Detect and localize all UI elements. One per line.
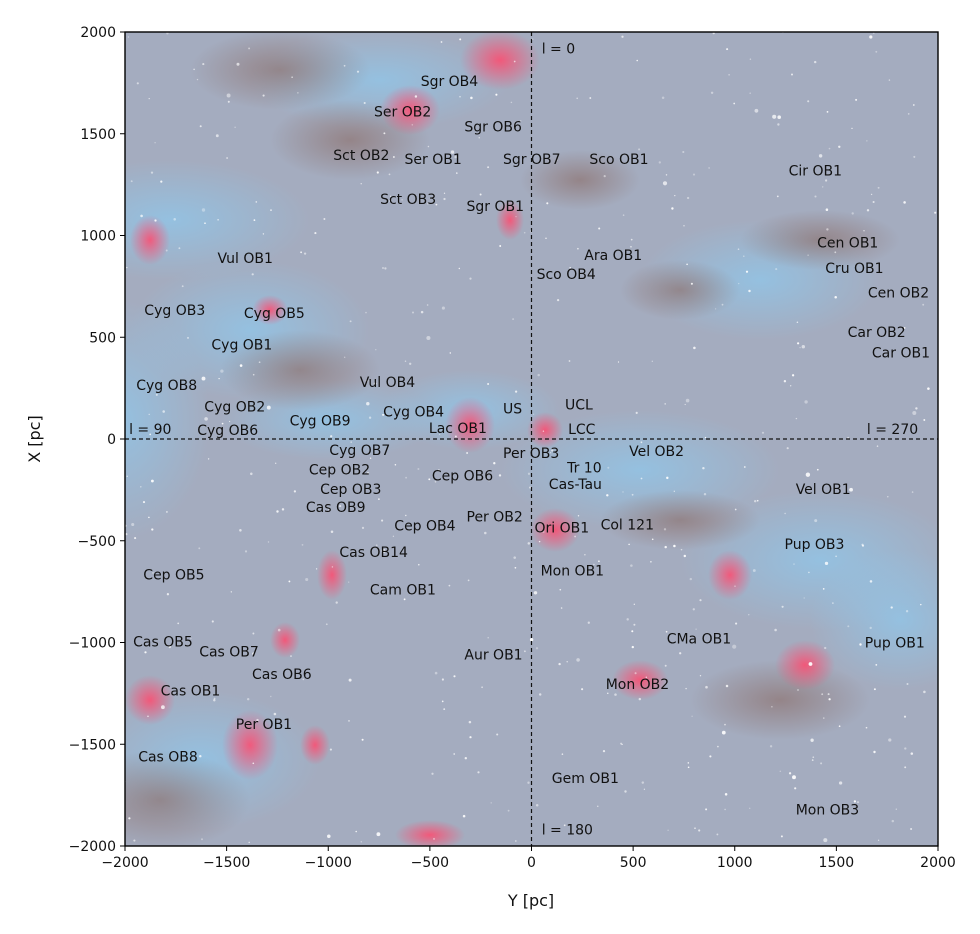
association-label: Vel OB2: [629, 444, 684, 460]
y-tick-label: −500: [78, 534, 116, 550]
association-label: Cyg OB6: [197, 423, 258, 439]
y-tick-label: 1000: [80, 229, 116, 245]
y-tick-label: 2000: [80, 25, 116, 41]
association-label: Cyg OB5: [244, 306, 305, 322]
association-label: Cru OB1: [825, 261, 883, 277]
association-label: Cep OB6: [432, 469, 493, 485]
association-label: Per OB2: [467, 509, 523, 525]
association-label: Cas OB5: [133, 635, 193, 651]
y-tick-label: 500: [89, 330, 116, 346]
association-label: Vel OB1: [796, 482, 851, 498]
x-tick-label: 2000: [920, 855, 956, 871]
association-label: Sct OB2: [333, 148, 389, 164]
x-tick-label: 500: [620, 855, 647, 871]
galactic-longitude-labels: l = 0 l = 180 l = 90 l = 270: [129, 41, 918, 838]
association-label: Cen OB1: [817, 236, 878, 252]
reference-lines: [125, 32, 938, 846]
association-label: Cyg OB3: [144, 303, 205, 319]
association-label: Ser OB2: [374, 104, 431, 120]
association-label: Vul OB4: [360, 375, 415, 391]
association-label: Cas OB9: [306, 500, 366, 516]
association-label: Sco OB4: [537, 267, 596, 283]
x-tick-label: −2000: [101, 855, 148, 871]
x-axis-label: Y [pc]: [507, 891, 554, 910]
y-tick-label: 0: [107, 432, 116, 448]
association-label: Cas-Tau: [549, 477, 602, 493]
association-label: Mon OB3: [796, 802, 860, 818]
association-label: Cyg OB4: [383, 405, 444, 421]
association-label: Cyg OB1: [211, 337, 272, 353]
association-label: Cir OB1: [789, 163, 842, 179]
association-label: Cas OB7: [199, 645, 259, 661]
association-label: Car OB2: [848, 325, 906, 341]
association-label: Tr 10: [566, 461, 602, 477]
x-tick-label: 1000: [717, 855, 753, 871]
association-label: Pup OB3: [785, 537, 845, 553]
association-label: Aur OB1: [464, 648, 522, 664]
association-label: Cep OB4: [394, 519, 455, 535]
association-label: Sct OB3: [380, 192, 436, 208]
association-label: Cen OB2: [868, 286, 929, 302]
association-label: Pup OB1: [865, 636, 925, 652]
association-label: Cyg OB8: [136, 378, 197, 394]
association-label: Cas OB6: [252, 667, 312, 683]
dust-and-gas-glows: [125, 32, 938, 846]
x-axis-ticks: −2000 −1500 −1000 −500 0 500 1000 1500 2000: [101, 846, 956, 871]
association-label: Ori OB1: [535, 521, 590, 537]
association-label: Sgr OB1: [467, 199, 525, 215]
association-label: Cas OB14: [339, 545, 408, 561]
association-label: Cyg OB9: [290, 414, 351, 430]
association-label: Sgr OB6: [464, 120, 522, 136]
longitude-label: l = 270: [867, 422, 918, 438]
longitude-label: l = 0: [542, 41, 575, 57]
x-tick-label: −500: [411, 855, 449, 871]
association-label: Gem OB1: [552, 771, 619, 787]
association-label: Sco OB1: [589, 152, 648, 168]
y-tick-label: 1500: [80, 127, 116, 143]
star-field: [125, 32, 938, 844]
association-label: Per OB3: [503, 446, 559, 462]
association-label: Cyg OB2: [204, 399, 265, 415]
association-label: Vul OB1: [218, 251, 273, 267]
y-tick-label: −2000: [69, 839, 116, 855]
association-label: Cyg OB7: [329, 443, 390, 459]
association-label: Sgr OB4: [421, 74, 479, 90]
association-label: Car OB1: [872, 346, 930, 362]
association-label: Per OB1: [236, 717, 292, 733]
x-tick-label: 0: [527, 855, 536, 871]
association-label: Cas OB1: [161, 683, 221, 699]
y-tick-label: −1000: [69, 636, 116, 652]
association-label: Cam OB1: [370, 583, 436, 599]
association-label: UCL: [565, 397, 593, 413]
association-label: Cep OB2: [309, 463, 370, 479]
x-tick-label: 1500: [819, 855, 855, 871]
y-axis-ticks: −2000 −1500 −1000 −500 0 500 1000 1500 2000: [69, 25, 125, 855]
x-tick-label: −1000: [305, 855, 352, 871]
association-label: Ara OB1: [584, 248, 642, 264]
association-label: Cep OB3: [320, 482, 381, 498]
plot-frame: [124, 31, 939, 847]
association-label: Lac OB1: [429, 421, 487, 437]
longitude-label: l = 180: [542, 823, 593, 839]
ob-association-labels: Sgr OB4 Ser OB2 Sgr OB6 Sct OB2 Ser OB1 Sgr O…: [133, 74, 930, 819]
longitude-label: l = 90: [129, 422, 171, 438]
association-label: Col 121: [601, 518, 654, 534]
association-label: Mon OB1: [541, 563, 605, 579]
association-label: Mon OB2: [606, 677, 670, 693]
association-label: Ser OB1: [405, 152, 462, 168]
association-label: LCC: [568, 422, 596, 438]
association-label: Sgr OB7: [503, 152, 561, 168]
association-label: CMa OB1: [667, 631, 731, 647]
association-label: US: [503, 402, 522, 418]
association-label: Cep OB5: [143, 567, 204, 583]
x-tick-label: −1500: [203, 855, 250, 871]
association-label: Cas OB8: [138, 750, 198, 766]
y-tick-label: −1500: [69, 737, 116, 753]
y-axis-label: X [pc]: [25, 415, 44, 462]
